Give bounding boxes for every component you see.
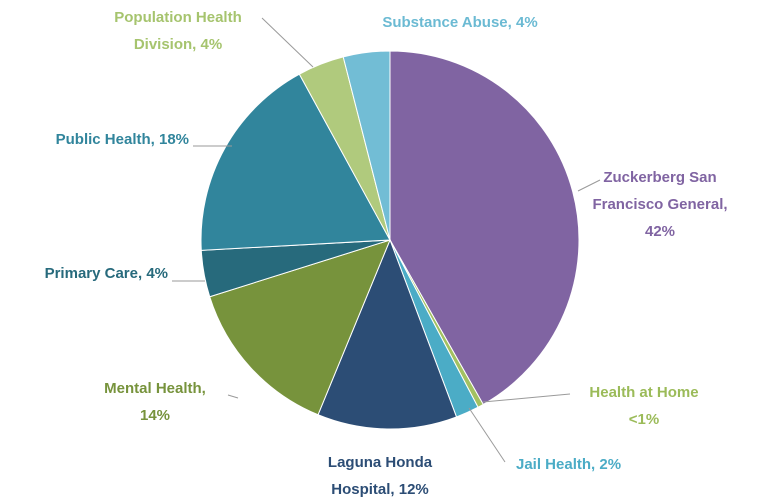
pie-slice	[342, 50, 391, 241]
leader-line	[468, 407, 506, 463]
data-label: Substance Abuse, 4%	[382, 14, 537, 31]
data-label: Laguna Honda Hospital, 12%	[328, 454, 433, 498]
data-label: Zuckerberg San Francisco General, 42%	[592, 169, 727, 240]
data-label: Public Health, 18%	[56, 131, 189, 148]
pie-slice	[317, 238, 458, 430]
leader-line	[577, 179, 601, 192]
leader-line	[227, 394, 239, 399]
leader-line	[261, 17, 314, 68]
data-label: Mental Health, 14%	[104, 380, 206, 424]
leader-line	[482, 393, 571, 403]
pie-slice	[389, 50, 580, 406]
data-label: Jail Health, 2%	[516, 456, 621, 473]
data-label: Health at Home <1%	[589, 384, 698, 428]
data-label: Population Health Division, 4%	[114, 9, 242, 53]
data-label: Primary Care, 4%	[45, 265, 168, 282]
pie-slice	[200, 73, 391, 251]
pie-slice	[209, 239, 391, 416]
